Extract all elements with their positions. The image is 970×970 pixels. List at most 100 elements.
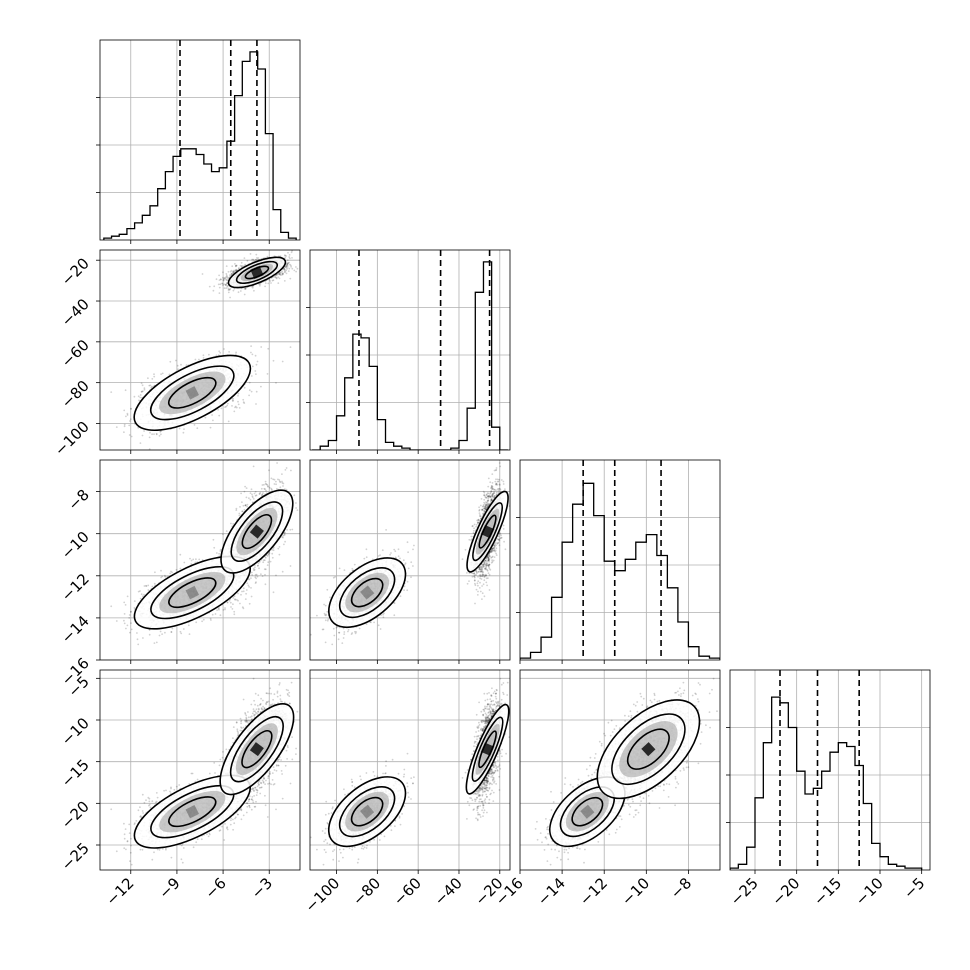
scatter-point (266, 555, 269, 557)
scatter-point (232, 269, 235, 272)
scatter-point (261, 484, 264, 486)
scatter-point (139, 442, 142, 444)
scatter-point (263, 559, 266, 562)
scatter-point (223, 287, 226, 290)
hist-panel-1 (306, 249, 511, 454)
scatter-point (256, 360, 259, 363)
scatter-point (250, 390, 253, 393)
scatter-point (264, 488, 266, 491)
scatter-point (254, 566, 256, 569)
panel-content (100, 250, 300, 450)
scatter-point (281, 272, 284, 275)
scatter-point (193, 424, 196, 426)
scatter-point (287, 251, 289, 254)
contour-0-0 (133, 354, 252, 432)
scatter-point (148, 436, 151, 439)
scatter-point (232, 270, 235, 273)
scatter-point (282, 482, 285, 485)
scatter-point (225, 273, 228, 275)
scatter-point (224, 283, 227, 286)
scatter-point (231, 399, 234, 402)
scatter-point (232, 523, 235, 525)
scatter-point (255, 258, 257, 261)
scatter-point (222, 279, 225, 281)
scatter-point (143, 430, 146, 432)
scatter-point (285, 265, 287, 268)
scatter-point (279, 486, 282, 489)
scatter-point (130, 407, 132, 410)
scatter-point (153, 582, 156, 585)
scatter-point (276, 274, 278, 276)
scatter-point (284, 255, 286, 257)
scatter-point (239, 290, 242, 292)
scatter-point (240, 265, 243, 267)
scatter-point (278, 272, 280, 275)
scatter-point (234, 405, 237, 408)
scatter-point (278, 271, 281, 274)
scatter-point (208, 353, 210, 356)
scatter-point (264, 282, 267, 285)
scatter-point (202, 357, 205, 359)
scatter-point (219, 351, 222, 354)
scatter-point (240, 261, 243, 264)
scatter-point (198, 558, 201, 561)
scatter-point (124, 389, 127, 392)
scatter-point (153, 373, 155, 376)
scatter-point (158, 634, 161, 637)
scatter-point (229, 274, 231, 277)
scatter-point (256, 258, 259, 261)
scatter-point (237, 599, 239, 602)
scatter-point (243, 293, 246, 296)
scatter-point (195, 558, 197, 561)
scatter-point (262, 559, 265, 562)
scatter-point (182, 431, 185, 434)
scatter-point (258, 493, 261, 495)
scatter-point (224, 607, 226, 609)
contour-0-2 (167, 376, 217, 409)
scatter-point (215, 278, 218, 281)
scatter-point (255, 581, 257, 583)
scatter-point (137, 395, 140, 398)
scatter-point (151, 585, 154, 588)
scatter-point (278, 546, 281, 548)
scatter-point (237, 392, 240, 395)
scatter-point (159, 430, 162, 433)
scatter-point (283, 267, 285, 270)
scatter-point (279, 273, 281, 276)
scatter-point (180, 363, 182, 366)
scatter-point (136, 632, 138, 634)
scatter-point (223, 278, 225, 281)
scatter-point (225, 405, 228, 408)
scatter-point (243, 386, 246, 389)
scatter-point (267, 347, 270, 350)
scatter-point (225, 287, 228, 289)
contour-1-2 (244, 265, 270, 280)
scatter-point (226, 601, 229, 604)
scatter-point (227, 402, 229, 405)
scatter-point (227, 420, 230, 423)
scatter-point (231, 265, 234, 268)
scatter-point (283, 280, 286, 282)
scatter-point (281, 473, 283, 475)
scatter-point (235, 264, 238, 267)
scatter-point (232, 399, 235, 402)
scatter-point (278, 273, 281, 275)
scatter-point (295, 502, 297, 504)
scatter-point (147, 589, 150, 591)
scatter-point (222, 276, 224, 279)
scatter-point (264, 568, 267, 571)
contour-0-1 (149, 365, 235, 421)
scatter-point (231, 398, 234, 400)
scatter-point (218, 608, 220, 611)
scatter-point (254, 370, 257, 372)
scatter-point (218, 286, 221, 289)
scatter-point (290, 251, 293, 254)
scatter-point (286, 263, 289, 266)
scatter-point (248, 394, 251, 397)
scatter-point (130, 408, 132, 410)
scatter-point (227, 289, 230, 291)
scatter-point (268, 278, 271, 281)
scatter-point (260, 346, 263, 348)
scatter-point (259, 491, 262, 494)
scatter-point (155, 433, 158, 436)
